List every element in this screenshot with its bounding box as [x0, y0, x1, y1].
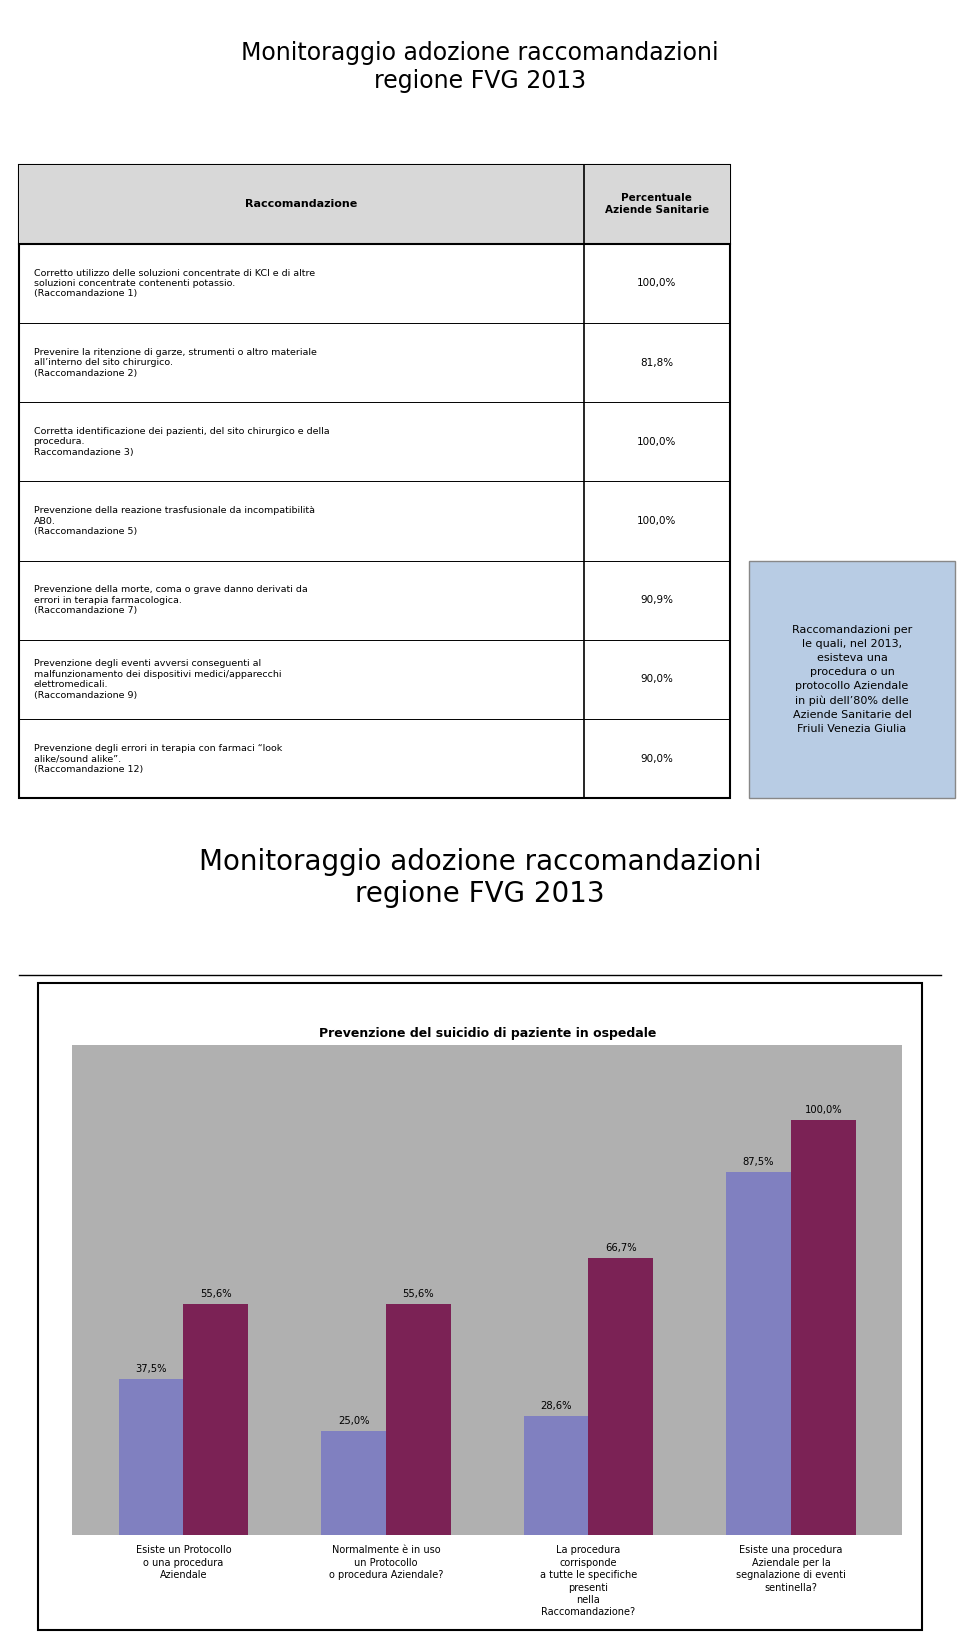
Bar [588, 1258, 653, 1534]
Text: Monitoraggio adozione raccomandazioni
regione FVG 2013: Monitoraggio adozione raccomandazioni re… [199, 848, 761, 909]
Bar [523, 1416, 588, 1534]
FancyBboxPatch shape [38, 984, 922, 1630]
Text: 90,0%: 90,0% [640, 675, 673, 685]
Bar [321, 1430, 386, 1534]
Text: Prevenzione della reazione trasfusionale da incompatibilità
AB0.
(Raccomandazion: Prevenzione della reazione trasfusionale… [34, 507, 315, 537]
Text: 90,9%: 90,9% [640, 596, 673, 606]
Bar [183, 1304, 249, 1534]
Text: 90,0%: 90,0% [640, 754, 673, 764]
FancyBboxPatch shape [19, 165, 730, 244]
Title: Prevenzione del suicidio di paziente in ospedale: Prevenzione del suicidio di paziente in … [319, 1027, 656, 1040]
Text: 100,0%: 100,0% [804, 1104, 842, 1114]
Text: 25,0%: 25,0% [338, 1416, 370, 1425]
Text: Prevenzione degli errori in terapia con farmaci “look
alike/sound alike”.
(Racco: Prevenzione degli errori in terapia con … [34, 744, 282, 774]
Text: Corretto utilizzo delle soluzioni concentrate di KCl e di altre
soluzioni concen: Corretto utilizzo delle soluzioni concen… [34, 268, 315, 298]
Bar [726, 1172, 791, 1534]
Text: Prevenire la ritenzione di garze, strumenti o altro materiale
all’interno del si: Prevenire la ritenzione di garze, strume… [34, 347, 317, 377]
Bar [791, 1119, 855, 1534]
Text: Corretta identificazione dei pazienti, del sito chirurgico e della
procedura.
Ra: Corretta identificazione dei pazienti, d… [34, 426, 329, 456]
FancyBboxPatch shape [19, 165, 730, 798]
Text: Monitoraggio adozione raccomandazioni
regione FVG 2013: Monitoraggio adozione raccomandazioni re… [241, 41, 719, 92]
Text: 37,5%: 37,5% [135, 1365, 167, 1374]
Text: 66,7%: 66,7% [605, 1243, 636, 1253]
Text: Percentuale
Aziende Sanitarie: Percentuale Aziende Sanitarie [605, 194, 708, 216]
Text: Prevenzione degli eventi avversi conseguenti al
malfunzionamento dei dispositivi: Prevenzione degli eventi avversi consegu… [34, 660, 281, 700]
Text: 100,0%: 100,0% [637, 517, 677, 527]
Text: 28,6%: 28,6% [540, 1401, 572, 1411]
Text: 55,6%: 55,6% [200, 1289, 231, 1299]
Text: Raccomandazione: Raccomandazione [246, 199, 358, 209]
Text: Prevenzione della morte, coma o grave danno derivati da
errori in terapia farmac: Prevenzione della morte, coma o grave da… [34, 586, 307, 616]
Bar [386, 1304, 451, 1534]
Text: Raccomandazioni per
le quali, nel 2013,
esisteva una
procedura o un
protocollo A: Raccomandazioni per le quali, nel 2013, … [792, 625, 912, 734]
Bar [119, 1379, 183, 1534]
Text: 87,5%: 87,5% [743, 1157, 775, 1167]
FancyBboxPatch shape [749, 561, 955, 798]
Text: 100,0%: 100,0% [637, 436, 677, 446]
Text: 81,8%: 81,8% [640, 357, 673, 367]
Text: 55,6%: 55,6% [402, 1289, 434, 1299]
Text: 100,0%: 100,0% [637, 278, 677, 288]
